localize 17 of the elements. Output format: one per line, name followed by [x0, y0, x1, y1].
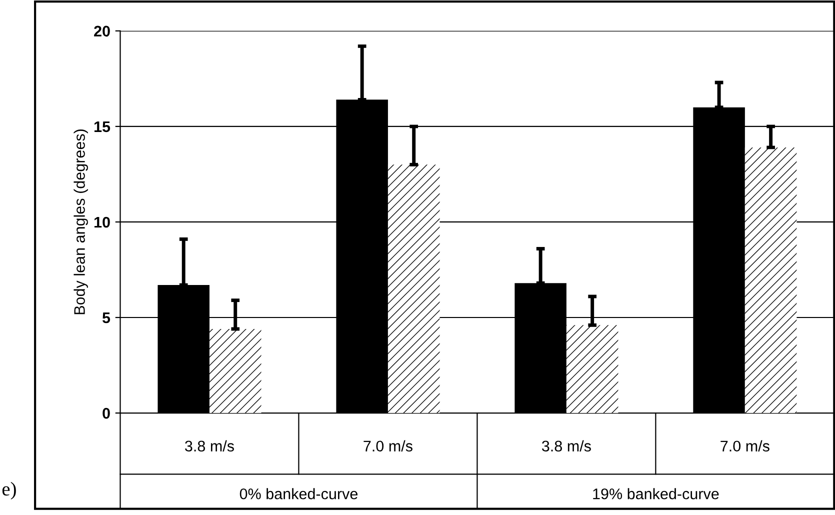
bar: [566, 325, 618, 414]
x-tick-label: 7.0 m/s: [720, 440, 770, 452]
x-tick-label: 3.8 m/s: [542, 440, 591, 452]
text: 19% banked-curve: [593, 488, 719, 500]
y-tick-label: 0: [102, 408, 110, 419]
y-tick-label: 5: [102, 312, 110, 324]
bar: [209, 328, 262, 414]
text: 0% banked-curve: [240, 488, 358, 500]
x-tick-label: 3.8 m/s: [185, 440, 234, 452]
bar: [744, 147, 797, 414]
text: e): [2, 482, 16, 500]
y-tick-label: 20: [94, 26, 110, 37]
x-tick-label: 7.0 m/s: [364, 440, 412, 452]
bar: [388, 164, 440, 414]
y-axis-title: Body lean angles (degrees): [74, 129, 88, 314]
y-tick-label: 15: [94, 121, 110, 132]
y-tick-label: 10: [94, 216, 110, 228]
